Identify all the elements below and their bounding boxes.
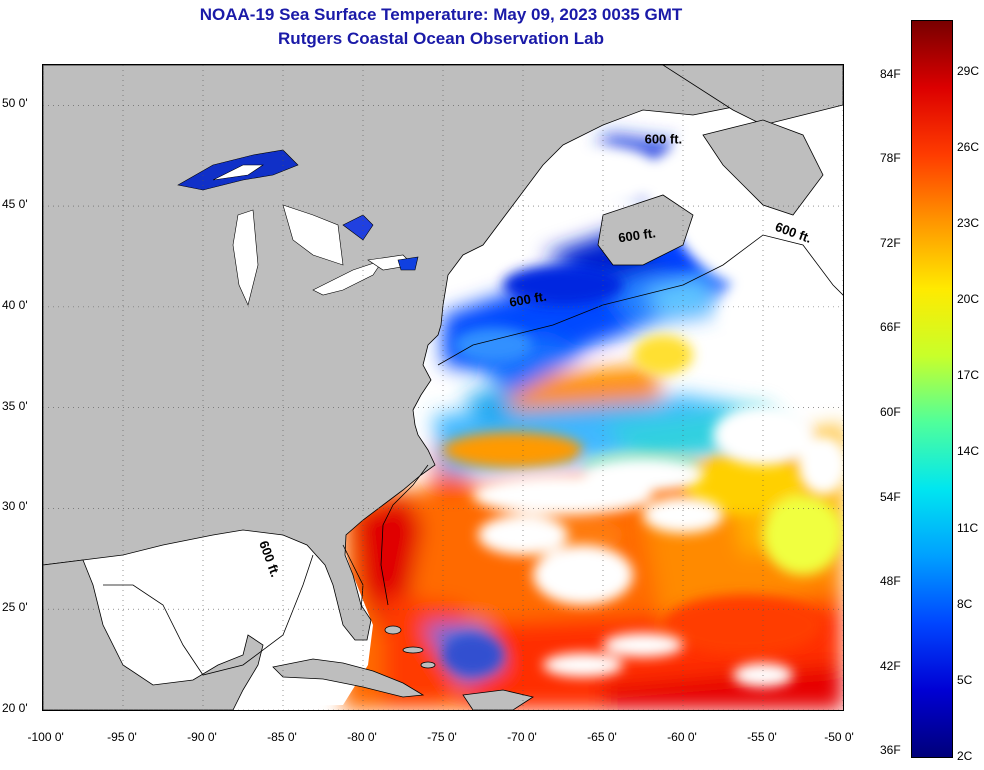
colorbar-fahrenheit-label: 54F xyxy=(880,489,901,504)
longitude-tick-label: -95 0' xyxy=(107,730,137,744)
colorbar-fahrenheit-label: 78F xyxy=(880,151,901,166)
latitude-tick-label: 25 0' xyxy=(2,600,28,615)
contour-label: 600 ft. xyxy=(617,225,656,245)
colorbar-celsius-label: 29C xyxy=(957,63,980,78)
colorbar-celsius-label: 20C xyxy=(957,292,980,307)
colorbar-fahrenheit-label: 66F xyxy=(880,320,901,335)
contour-label: 600 ft. xyxy=(645,132,683,147)
longitude-tick-label: -50 0' xyxy=(824,730,854,744)
map-subtitle: Rutgers Coastal Ocean Observation Lab xyxy=(278,29,604,48)
colorbar-celsius-label: 11C xyxy=(957,520,979,535)
longitude-tick-label: -60 0' xyxy=(667,730,697,744)
longitude-tick-label: -75 0' xyxy=(427,730,457,744)
longitude-tick-label: -70 0' xyxy=(507,730,537,744)
colorbar-celsius-label: 23C xyxy=(957,216,980,231)
colorbar-celsius-label: 8C xyxy=(957,596,973,611)
latitude-tick-label: 50 0' xyxy=(2,96,28,111)
land xyxy=(43,65,843,710)
longitude-tick-label: -100 0' xyxy=(27,730,64,744)
latitude-tick-label: 30 0' xyxy=(2,499,28,514)
latitude-tick-label: 20 0' xyxy=(2,701,28,715)
longitude-tick-label: -55 0' xyxy=(747,730,777,744)
latitude-tick-label: 45 0' xyxy=(2,197,28,212)
sst-map: 600 ft. 600 ft. 600 ft. 600 ft. 600 ft. xyxy=(42,64,844,711)
temperature-colorbar xyxy=(911,20,953,758)
colorbar-celsius-label: 26C xyxy=(957,139,980,154)
colorbar-fahrenheit-label: 36F xyxy=(880,743,901,758)
great-lakes xyxy=(177,149,419,306)
latitude-tick-label: 35 0' xyxy=(2,398,28,413)
sst-map-canvas: 600 ft.600 ft.600 ft.600 ft.600 ft. xyxy=(43,65,843,710)
longitude-tick-label: -85 0' xyxy=(267,730,297,744)
colorbar-fahrenheit-label: 42F xyxy=(880,658,901,673)
colorbar-fahrenheit-label: 72F xyxy=(880,235,901,250)
colorbar-celsius-label: 17C xyxy=(957,368,980,383)
colorbar-fahrenheit-label: 48F xyxy=(880,574,901,589)
longitude-tick-label: -80 0' xyxy=(347,730,377,744)
longitude-tick-label: -90 0' xyxy=(187,730,217,744)
colorbar-celsius-label: 5C xyxy=(957,672,973,687)
latitude-tick-label: 40 0' xyxy=(2,297,28,312)
colorbar-fahrenheit-label: 84F xyxy=(880,66,901,81)
contour-label: 600 ft. xyxy=(508,289,548,310)
colorbar-fahrenheit-label: 60F xyxy=(880,404,901,419)
colorbar-celsius-label: 2C xyxy=(957,749,973,763)
longitude-tick-label: -65 0' xyxy=(587,730,617,744)
colorbar-celsius-label: 14C xyxy=(957,444,980,459)
graticule xyxy=(43,65,843,710)
map-title: NOAA-19 Sea Surface Temperature: May 09,… xyxy=(199,5,683,24)
